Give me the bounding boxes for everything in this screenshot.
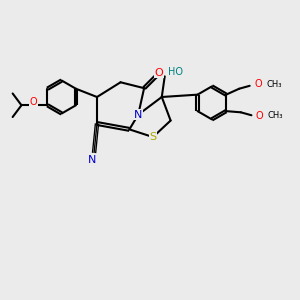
Text: N: N	[88, 155, 96, 165]
Text: O: O	[154, 68, 163, 78]
Text: CH₃: CH₃	[268, 111, 283, 120]
Text: O: O	[256, 111, 263, 121]
Text: CH₃: CH₃	[266, 80, 282, 88]
Text: HO: HO	[168, 67, 183, 77]
Text: S: S	[149, 132, 157, 142]
Text: O: O	[254, 79, 262, 89]
Text: N: N	[134, 110, 142, 120]
Text: O: O	[29, 97, 37, 107]
